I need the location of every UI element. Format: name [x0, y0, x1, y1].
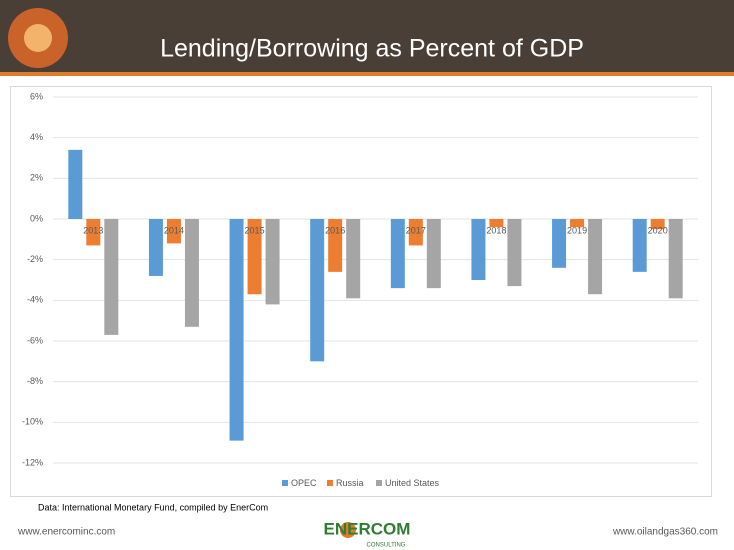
y-tick-label: 0%: [30, 213, 43, 223]
y-tick-label: 6%: [30, 91, 43, 101]
x-tick-label: 2020: [648, 225, 668, 235]
bar: [570, 219, 585, 228]
x-tick-label: 2017: [406, 225, 426, 235]
bar: [328, 219, 343, 272]
header-globe-core: [24, 24, 52, 52]
x-tick-label: 2015: [245, 225, 265, 235]
y-tick-label: 4%: [30, 132, 43, 142]
bar: [489, 219, 504, 228]
source-note: Data: International Monetary Fund, compi…: [38, 502, 268, 512]
x-tick-label: 2014: [164, 225, 184, 235]
header-rule: [0, 72, 734, 76]
bar: [104, 219, 119, 335]
legend-label: Russia: [336, 478, 364, 488]
y-tick-label: -10%: [22, 417, 43, 427]
y-tick-label: 2%: [30, 173, 43, 183]
y-tick-label: -4%: [27, 295, 43, 305]
logo-subtitle: CONSULTING: [367, 543, 406, 549]
x-tick-label: 2019: [567, 225, 587, 235]
x-tick-label: 2013: [83, 225, 103, 235]
footer-left: www.enercominc.com: [17, 527, 115, 538]
slide-title: Lending/Borrowing as Percent of GDP: [160, 35, 584, 63]
bar: [632, 219, 647, 272]
y-tick-label: -8%: [27, 376, 43, 386]
bar: [310, 219, 325, 362]
y-tick-label: -6%: [27, 335, 43, 345]
bar: [148, 219, 163, 276]
bar: [265, 219, 280, 305]
bar: [471, 219, 486, 280]
x-tick-label: 2018: [486, 225, 506, 235]
legend-swatch: [376, 480, 382, 486]
bar: [408, 219, 423, 246]
bar: [390, 219, 405, 289]
legend-swatch: [282, 480, 288, 486]
legend-label: United States: [385, 478, 440, 488]
footer-right: www.oilandgas360.com: [612, 527, 718, 538]
bar: [507, 219, 522, 287]
bar: [346, 219, 361, 299]
logo: ENERCOM: [324, 519, 411, 538]
y-tick-label: -12%: [22, 457, 43, 467]
bar: [229, 219, 244, 441]
bar: [588, 219, 603, 295]
bar: [184, 219, 199, 327]
bar: [68, 149, 83, 219]
legend-label: OPEC: [291, 478, 317, 488]
bar: [166, 219, 181, 244]
bar: [552, 219, 567, 268]
logo-sun: [340, 522, 356, 538]
legend-swatch: [327, 480, 333, 486]
bar: [426, 219, 441, 289]
bar: [650, 219, 665, 230]
x-tick-label: 2016: [325, 225, 345, 235]
header-band: [0, 0, 734, 72]
y-tick-label: -2%: [27, 254, 43, 264]
bar: [247, 219, 262, 295]
bar: [668, 219, 683, 299]
bar: [86, 219, 101, 246]
